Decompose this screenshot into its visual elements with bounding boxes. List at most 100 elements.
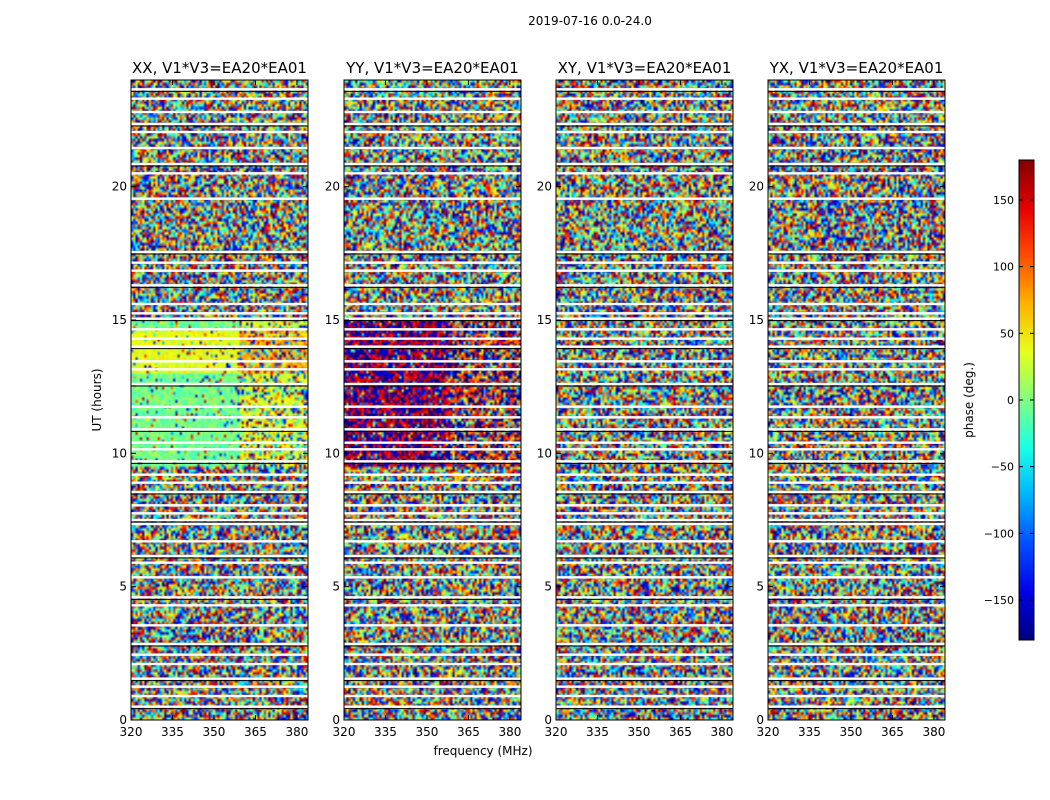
flagged-row	[344, 302, 521, 306]
flagged-row	[131, 97, 308, 100]
flagged-row	[131, 448, 308, 451]
flagged-row	[556, 382, 733, 386]
x-tick-label: 380	[285, 725, 308, 739]
x-tick-label: 320	[120, 725, 143, 739]
colorbar-tick-label: 0	[1007, 394, 1014, 407]
x-tick-label: 365	[669, 725, 692, 739]
flagged-row	[768, 382, 945, 386]
flagged-row	[556, 685, 733, 688]
panel-title: YX, V1*V3=EA20*EA01	[769, 59, 944, 77]
flagged-row	[344, 122, 521, 126]
x-tick-label: 350	[203, 725, 226, 739]
y-tick-label: 10	[749, 446, 764, 460]
flagged-row	[344, 261, 521, 264]
phase-image-4	[768, 80, 945, 720]
flagged-row	[131, 677, 308, 680]
flagged-row	[556, 360, 733, 363]
flagged-row	[768, 110, 945, 114]
flagged-row	[131, 705, 308, 708]
flagged-row	[131, 162, 308, 166]
flagged-row	[131, 302, 308, 306]
flagged-row	[131, 88, 308, 91]
y-tick-label: 5	[544, 580, 552, 594]
y-tick-label: 15	[325, 313, 340, 327]
phase-image-1	[131, 80, 308, 720]
colorbar-tick-label: −150	[984, 594, 1014, 607]
y-tick-label: 20	[112, 180, 127, 194]
flagged-row	[344, 110, 521, 114]
flagged-row	[344, 473, 521, 476]
flagged-row	[344, 685, 521, 688]
flagged-row	[556, 368, 733, 371]
y-axis-label: UT (hours)	[90, 368, 104, 431]
x-tick-label: 335	[798, 725, 821, 739]
panel-2: YY, V1*V3=EA20*EA01 320 335 350 365 380 0 5 10 15…	[325, 59, 522, 739]
flagged-row	[344, 284, 521, 287]
x-tick-label: 350	[840, 725, 863, 739]
flagged-row	[556, 197, 733, 200]
flagged-row	[131, 197, 308, 200]
colorbar-label: phase (deg.)	[962, 362, 976, 438]
flagged-row	[131, 382, 308, 386]
colorbar-tick-label: −50	[991, 461, 1014, 474]
flagged-row	[131, 405, 308, 408]
panel-title: XX, V1*V3=EA20*EA01	[132, 59, 307, 77]
flagged-row	[768, 261, 945, 264]
y-tick-label: 10	[537, 446, 552, 460]
flagged-row	[768, 554, 945, 558]
flagged-row	[768, 312, 945, 315]
flagged-row	[131, 561, 308, 564]
flagged-row	[768, 162, 945, 166]
flagged-row	[344, 512, 521, 515]
flagged-row	[768, 662, 945, 666]
flagged-row	[131, 428, 308, 431]
x-tick-label: 335	[161, 725, 184, 739]
flagged-row	[556, 677, 733, 680]
flagged-row	[768, 604, 945, 607]
flagged-row	[556, 428, 733, 431]
flagged-row	[131, 368, 308, 371]
y-tick-label: 10	[112, 446, 127, 460]
flagged-row	[556, 317, 733, 320]
panel-title: XY, V1*V3=EA20*EA01	[558, 59, 732, 77]
flagged-row	[556, 473, 733, 476]
x-tick-label: 365	[881, 725, 904, 739]
flagged-row	[556, 345, 733, 348]
flagged-row	[131, 130, 308, 134]
y-tick-label: 5	[756, 580, 764, 594]
x-tick-label: 335	[586, 725, 609, 739]
colorbar-tick-label: 100	[993, 261, 1014, 274]
colorbar-tick-label: 50	[1000, 327, 1014, 340]
flagged-row	[556, 554, 733, 558]
flagged-row	[131, 460, 308, 463]
colorbar-group: −150 −100 −50 0 50 100 150	[984, 159, 1035, 641]
flagged-row	[131, 269, 308, 272]
flagged-row	[131, 490, 308, 494]
flagged-row	[344, 250, 521, 254]
panel-frame	[555, 79, 734, 721]
flagged-row	[556, 481, 733, 484]
flagged-row	[768, 504, 945, 507]
flagged-row	[344, 317, 521, 320]
flagged-row	[768, 328, 945, 331]
flagged-row	[556, 416, 733, 419]
flagged-row	[344, 328, 521, 331]
flagged-row	[768, 97, 945, 100]
flagged-row	[556, 110, 733, 114]
flagged-row	[344, 130, 521, 134]
flagged-row	[556, 261, 733, 264]
flagged-row	[768, 481, 945, 484]
y-tick-label: 0	[119, 713, 127, 727]
flagged-row	[768, 653, 945, 656]
x-tick-label: 380	[922, 725, 945, 739]
y-tick-label: 5	[332, 580, 340, 594]
flagged-row	[131, 312, 308, 315]
flagged-row	[768, 146, 945, 150]
flagged-row	[344, 604, 521, 607]
flagged-row	[556, 337, 733, 340]
flagged-row	[768, 540, 945, 543]
flagged-row	[344, 481, 521, 484]
flagged-row	[131, 694, 308, 698]
flagged-row	[131, 554, 308, 558]
flagged-row	[556, 624, 733, 627]
